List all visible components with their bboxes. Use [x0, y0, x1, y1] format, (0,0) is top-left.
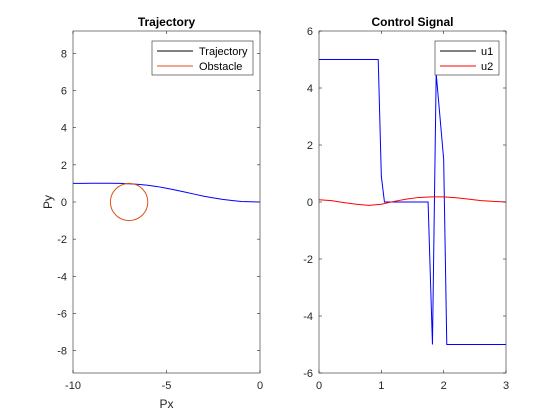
- r-ytick-label: -6: [303, 368, 313, 380]
- control-legend: u1 u2: [434, 40, 500, 76]
- control-subplot: 0 1 2 3 -6 -4 -2 0 2 4 6 Control Signal u1 u2: [303, 15, 509, 392]
- r-ytick-label: 2: [307, 140, 313, 152]
- l-ytick-label: -2: [57, 234, 67, 246]
- r-series-u2-line: [318, 196, 507, 206]
- u1-legend-label: u1: [481, 46, 493, 58]
- trajectory-xlabel: Px: [159, 397, 173, 411]
- trajectory-plot-area: [73, 31, 260, 373]
- trajectory-ylabel: Py: [41, 195, 55, 209]
- r-xtick-label: 3: [503, 380, 509, 392]
- l-ytick-label: -8: [57, 346, 67, 358]
- l-ytick-label: -6: [57, 309, 67, 321]
- r-ytick-label: 4: [307, 83, 313, 95]
- control-title: Control Signal: [372, 15, 454, 29]
- r-ytick-label: 6: [307, 26, 313, 38]
- l-xtick-label: -10: [65, 380, 81, 392]
- r-xtick-label: 1: [378, 380, 384, 392]
- r-series-u1-line: [319, 59, 506, 345]
- trajectory-ticks-layer: -10 -5 0 -8 -6 -4 -2 0 2 4 6 8: [57, 31, 263, 392]
- trajectory-legend: Trajectory Obstacle: [151, 40, 254, 76]
- trajectory-subplot: -10 -5 0 -8 -6 -4 -2 0 2 4 6 8 Trajectory Px Py Tra…: [41, 15, 263, 411]
- l-ytick-label: 8: [61, 48, 67, 60]
- trajectory-series-layer: [73, 182, 261, 222]
- l-ytick-label: 4: [61, 123, 67, 135]
- r-xtick-label: 2: [441, 380, 447, 392]
- obstacle-circle: [109, 182, 149, 222]
- r-ytick-label: -4: [303, 311, 313, 323]
- l-ytick-label: -4: [57, 271, 67, 283]
- l-ytick-label: 0: [61, 197, 67, 209]
- obstacle-legend-label: Obstacle: [199, 61, 242, 73]
- control-series-layer: [318, 59, 507, 345]
- r-xtick-label: 0: [316, 380, 322, 392]
- r-ytick-label: 0: [307, 197, 313, 209]
- r-ytick-label: -2: [303, 254, 313, 266]
- l-ytick-label: 6: [61, 85, 67, 97]
- l-xtick-label: -5: [162, 380, 172, 392]
- trajectory-legend-box: [151, 40, 254, 76]
- control-legend-box: [434, 40, 500, 76]
- l-ytick-label: 2: [61, 160, 67, 172]
- l-xtick-label: 0: [257, 380, 263, 392]
- control-ticks-layer: 0 1 2 3 -6 -4 -2 0 2 4 6: [303, 26, 509, 392]
- l-series-trajectory-line: [73, 182, 261, 203]
- trajectory-legend-label: Trajectory: [199, 46, 248, 58]
- u2-legend-label: u2: [481, 61, 493, 73]
- trajectory-title: Trajectory: [138, 15, 196, 29]
